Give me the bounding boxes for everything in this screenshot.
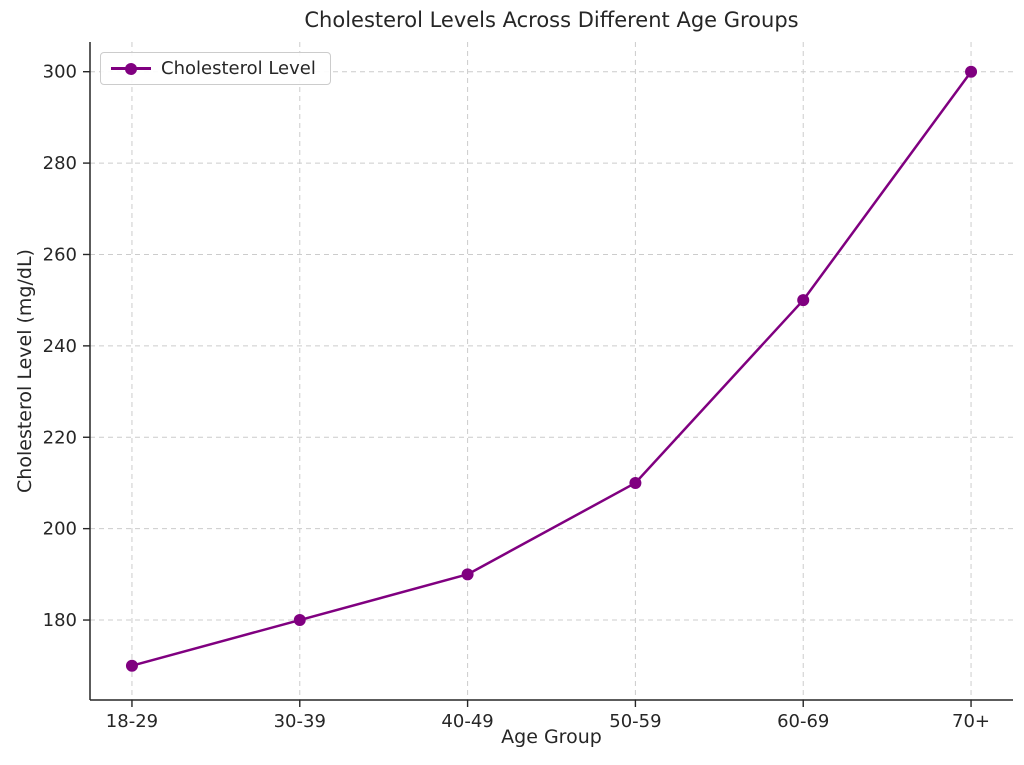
- y-tick-label: 200: [43, 519, 77, 540]
- data-point-marker: [293, 614, 306, 627]
- data-point-marker: [461, 568, 474, 581]
- y-tick-label: 240: [43, 336, 77, 357]
- y-tick-label: 280: [43, 153, 77, 174]
- y-axis-label: Cholesterol Level (mg/dL): [14, 249, 36, 493]
- y-tick-label: 220: [43, 427, 77, 448]
- y-tick-label: 180: [43, 610, 77, 631]
- chart-title: Cholesterol Levels Across Different Age …: [304, 8, 799, 32]
- x-tick-label: 70+: [952, 711, 990, 732]
- y-tick-label: 300: [43, 62, 77, 83]
- legend: Cholesterol Level: [100, 52, 331, 85]
- y-tick-label: 260: [43, 244, 77, 265]
- x-tick-label: 50-59: [609, 711, 661, 732]
- x-axis-label: Age Group: [501, 726, 602, 748]
- data-point-marker: [797, 294, 810, 307]
- x-tick-label: 40-49: [441, 711, 493, 732]
- legend-marker-dot: [125, 62, 137, 75]
- data-point-marker: [629, 476, 642, 489]
- data-point-marker: [125, 659, 138, 672]
- x-tick-label: 18-29: [106, 711, 158, 732]
- data-line: [130, 70, 973, 667]
- x-tick-label: 60-69: [777, 711, 829, 732]
- data-point-marker: [965, 65, 978, 78]
- legend-label: Cholesterol Level: [161, 58, 316, 79]
- x-tick-label: 30-39: [274, 711, 326, 732]
- legend-line-marker-sample: [111, 62, 151, 76]
